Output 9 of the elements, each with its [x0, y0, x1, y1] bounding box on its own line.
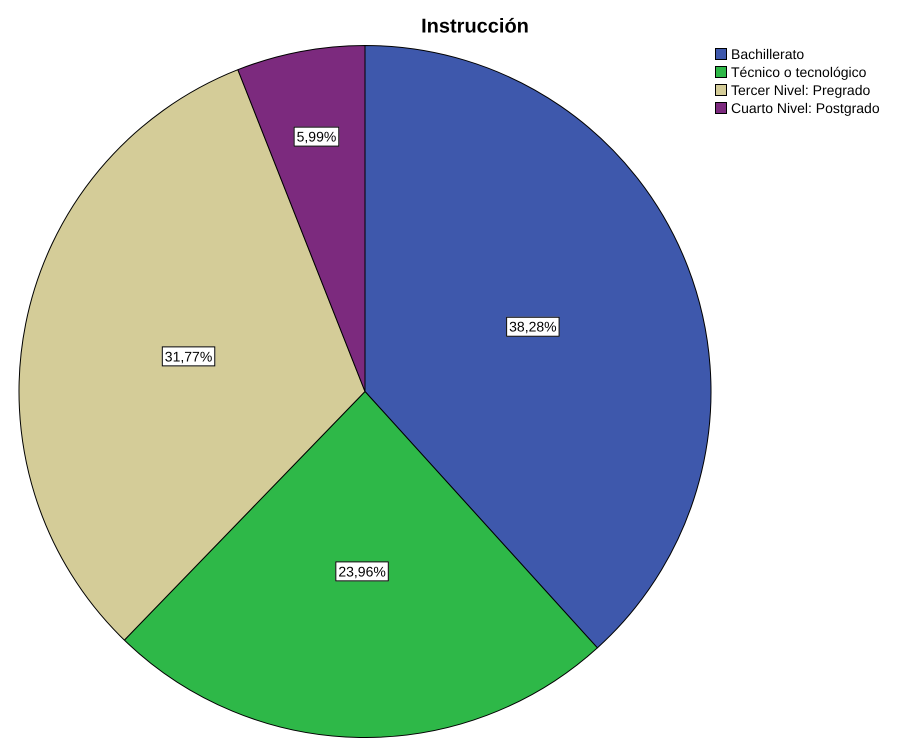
chart-title: Instrucción	[421, 16, 529, 38]
legend-label: Tercer Nivel: Pregrado	[731, 82, 870, 98]
data-label: 38,28%	[509, 318, 557, 335]
data-label: 31,77%	[164, 348, 212, 364]
data-label: 5,99%	[296, 128, 336, 144]
legend-label: Técnico o tecnológico	[731, 64, 867, 80]
data-label: 23,96%	[338, 563, 386, 580]
legend-label: Bachillerato	[731, 46, 804, 62]
legend-label: Cuarto Nivel: Postgrado	[731, 100, 880, 116]
